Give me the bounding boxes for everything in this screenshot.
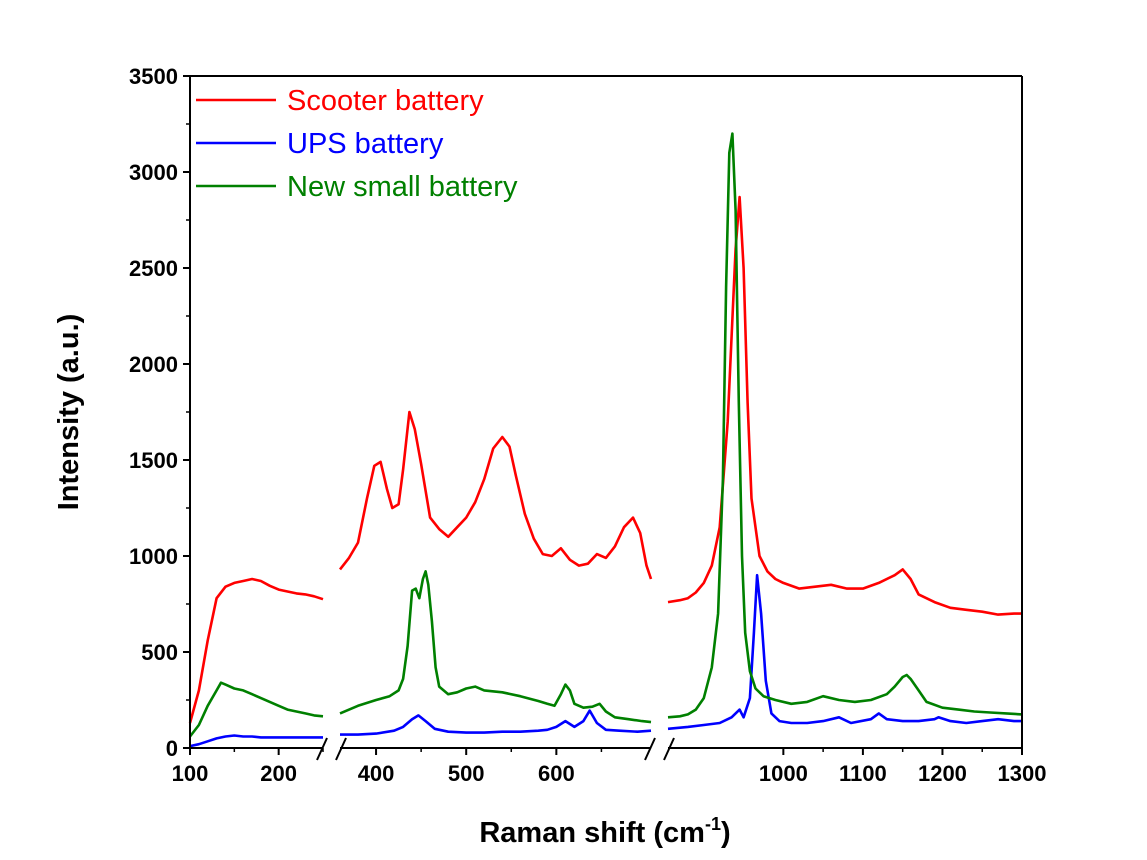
x-tick-label: 1300 [998,761,1047,786]
series-0-segment-2 [667,195,1022,616]
series-2-segment-0 [188,681,324,738]
series-0-segment-0 [188,577,324,724]
break-mark-1-b [663,737,675,761]
x-axis-title-sup: -1 [705,814,721,834]
y-tick-label: 0 [166,736,178,761]
x-tick-label: 500 [448,761,485,786]
series-1-segment-2 [667,573,1022,731]
x-axis-title-end: ) [721,817,731,849]
y-tick-label: 3000 [129,160,178,185]
break-mark-0-b [335,737,347,761]
y-tick-label: 3500 [129,64,178,89]
y-tick-label: 1000 [129,544,178,569]
y-tick-label: 500 [141,640,178,665]
break-mark-0-a [316,737,328,761]
y-tick-label: 2500 [129,256,178,281]
legend-label-2: New small battery [287,171,518,203]
x-tick-label: 1000 [759,761,808,786]
y-tick-label: 1500 [129,448,178,473]
series-0-segment-1 [338,410,653,580]
x-tick-label: 400 [358,761,395,786]
series-1-segment-1 [340,709,652,736]
x-axis-title: Raman shift (cm-1) [479,814,730,849]
series-2-segment-1 [339,570,652,724]
x-tick-label: 600 [538,761,575,786]
legend: Scooter battery UPS battery New small batt… [196,85,518,203]
y-tick-label: 2000 [129,352,178,377]
x-axis-title-main: Raman shift (cm [479,817,705,849]
legend-label-1: UPS battery [287,128,444,160]
y-axis-title: Intensity (a.u.) [53,314,85,511]
axis-break-marks [316,737,675,761]
x-tick-label: 1100 [839,761,887,786]
ticks: 0 500 1000 1500 2000 2500 3000 3500 100 200 400 500… [129,64,1046,786]
x-tick-label: 100 [172,761,209,786]
legend-label-0: Scooter battery [287,85,484,117]
x-tick-label: 200 [260,761,297,786]
x-tick-label: 1200 [918,761,967,786]
series-2-segment-2 [667,132,1023,719]
series-lines [188,132,1023,748]
break-mark-1-a [644,737,656,761]
series-1-segment-0 [189,734,323,748]
